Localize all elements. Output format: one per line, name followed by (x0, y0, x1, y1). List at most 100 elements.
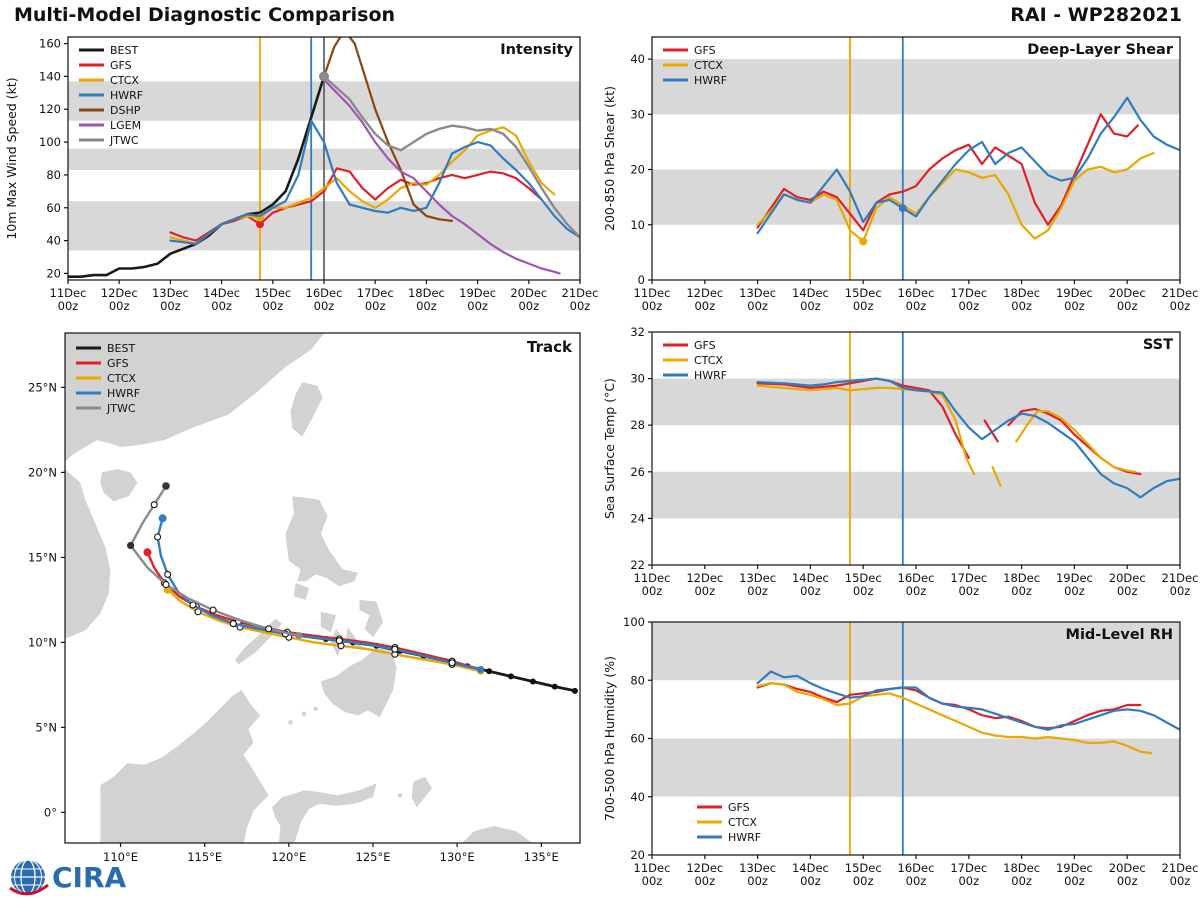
y-tick-label: 22 (630, 558, 645, 572)
shaded-band (652, 622, 1180, 681)
land-polygon (290, 382, 323, 437)
x-tick-label: 20Dec (1109, 286, 1146, 300)
cira-logo: CIRA (6, 854, 166, 900)
x-tick-label: 00z (1011, 874, 1032, 888)
x-tick-label: 00z (570, 299, 591, 313)
x-tick-label: 00z (211, 299, 232, 313)
y-tick-label: 20 (630, 163, 645, 177)
x-tick-label: 00z (853, 584, 874, 598)
legend-label-JTWC: JTWC (106, 402, 136, 415)
x-tick-label: 11Dec (634, 571, 671, 585)
x-tick-label: 14Dec (792, 571, 829, 585)
series-HWRF (756, 377, 1180, 499)
panel-title: Intensity (500, 42, 573, 58)
best-fix-point (551, 683, 558, 690)
panel-title: Deep-Layer Shear (1027, 42, 1174, 58)
legend-label-HWRF: HWRF (694, 74, 727, 87)
forecast-point (209, 606, 217, 614)
sst-chart: 22242628303211Dec00z12Dec00z13Dec00z14De… (602, 325, 1198, 598)
best-fix-point (529, 678, 536, 685)
x-tick-label: 20Dec (510, 286, 547, 300)
x-tick-label: 19Dec (1056, 571, 1093, 585)
x-tick-label: 15Dec (845, 861, 882, 875)
map-frame (64, 332, 581, 844)
x-tick-label: 17Dec (950, 571, 987, 585)
x-tick-label: 00z (467, 299, 488, 313)
x-tick-label: 00z (1170, 584, 1191, 598)
forecast-point (229, 620, 237, 628)
x-tick-label: 17Dec (950, 286, 987, 300)
lat-tick-label: 15°N (28, 550, 57, 564)
panel-title: Mid-Level RH (1066, 627, 1173, 643)
x-tick-label: 21Dec (1162, 286, 1199, 300)
forecast-point (162, 581, 170, 589)
x-tick-label: 00z (1170, 874, 1191, 888)
x-tick-label: 00z (906, 299, 927, 313)
panel-title: Track (527, 338, 573, 356)
x-tick-label: 18Dec (1003, 286, 1040, 300)
islet (301, 711, 307, 716)
land-polygon (462, 826, 533, 843)
lon-tick-label: 115°E (187, 850, 222, 864)
x-tick-label: 00z (747, 299, 768, 313)
y-tick-label: 20 (46, 266, 61, 280)
lon-tick-label: 135°E (524, 850, 559, 864)
forecast-point (391, 645, 399, 653)
series-HWRF (756, 670, 1180, 731)
forecast-point (189, 601, 197, 609)
legend-label-GFS: GFS (107, 357, 129, 370)
legend-label-HWRF: HWRF (728, 831, 761, 844)
legend-label-GFS: GFS (694, 339, 716, 352)
x-tick-label: 00z (1011, 299, 1032, 313)
best-fix-point (571, 687, 578, 694)
x-tick-label: 17Dec (950, 861, 987, 875)
x-tick-label: 19Dec (1056, 861, 1093, 875)
track-end-GFS (143, 548, 152, 557)
x-tick-label: 00z (365, 299, 386, 313)
x-tick-label: 21Dec (562, 286, 598, 300)
page-title: Multi-Model Diagnostic Comparison (14, 4, 396, 26)
marker-HWRF (898, 204, 907, 213)
best-fix-point (507, 673, 514, 680)
y-tick-label: 30 (630, 107, 645, 121)
lat-tick-label: 5°N (35, 720, 57, 734)
y-tick-label: 20 (630, 848, 645, 862)
y-axis-label: 200-850 hPa Shear (kt) (602, 86, 617, 231)
series-GFS (756, 113, 1139, 232)
forecast-point (150, 501, 158, 509)
land-polygon (65, 333, 325, 463)
x-tick-label: 16Dec (898, 286, 935, 300)
x-tick-label: 00z (642, 584, 663, 598)
x-tick-label: 00z (800, 299, 821, 313)
y-tick-label: 60 (630, 732, 645, 746)
islet (313, 706, 318, 711)
x-tick-label: 00z (694, 299, 715, 313)
legend-label-CTCX: CTCX (728, 816, 757, 829)
x-tick-label: 21Dec (1162, 861, 1199, 875)
legend-label-LGEM: LGEM (110, 119, 141, 132)
x-tick-label: 00z (262, 299, 283, 313)
x-tick-label: 19Dec (1056, 286, 1093, 300)
lat-tick-label: 25°N (28, 380, 57, 394)
legend-label-GFS: GFS (110, 59, 132, 72)
lon-tick-label: 125°E (356, 850, 391, 864)
x-tick-label: 18Dec (1003, 571, 1040, 585)
x-tick-label: 00z (518, 299, 539, 313)
plot-frame (651, 331, 1181, 566)
sst-panel: 22 24 26 28 30 32 11Dec 00z 12Dec 00z 13Dec 00z 14De… (600, 316, 1200, 616)
map-content (65, 333, 578, 843)
x-tick-label: 00z (1117, 584, 1138, 598)
x-tick-label: 00z (800, 584, 821, 598)
land-polygon (320, 647, 397, 718)
forecast-point (164, 570, 172, 578)
x-tick-label: 13Dec (739, 861, 776, 875)
rh-panel: 20 40 60 80 100 11Dec 00z 12Dec 00z 13Dec 00z 14Dec… (600, 606, 1200, 900)
legend-label-CTCX: CTCX (694, 354, 723, 367)
marker-CTCX (859, 237, 868, 246)
forecast-point (265, 625, 273, 633)
series-CTCX (756, 151, 1155, 243)
y-tick-label: 30 (630, 372, 645, 386)
track-HWRF (156, 517, 481, 671)
x-tick-label: 16Dec (898, 571, 935, 585)
